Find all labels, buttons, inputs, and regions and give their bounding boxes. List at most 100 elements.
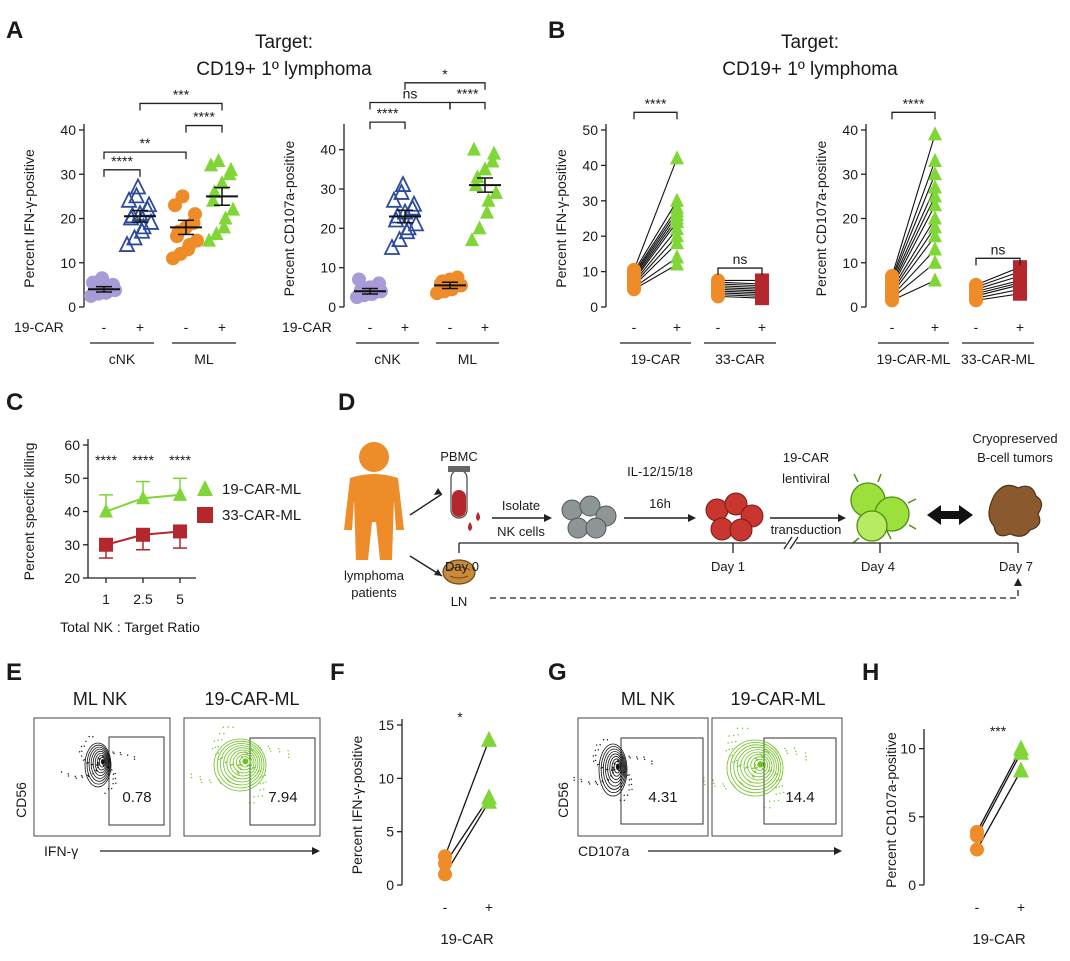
panel-b-title-line2: CD19+ 1º lymphoma xyxy=(722,59,898,80)
flow-event-dot xyxy=(278,751,281,753)
significance-bracket xyxy=(633,111,678,120)
flow-event-dot xyxy=(214,746,217,749)
flow-contour xyxy=(757,761,764,768)
pair-line xyxy=(717,295,763,299)
significance-bracket xyxy=(449,101,486,110)
car-nk-cells-icon xyxy=(850,473,917,544)
significance-bracket xyxy=(369,121,406,130)
flow-contour xyxy=(611,758,622,777)
y-tick-label: 30 xyxy=(582,193,598,209)
significance-label: ns xyxy=(991,241,1006,257)
data-point-33-CAR-minus xyxy=(711,273,725,288)
flow-contour xyxy=(88,746,110,782)
y-tick-label: 5 xyxy=(908,809,916,825)
pair-line xyxy=(975,288,1021,299)
flow-contour xyxy=(226,747,259,780)
flow-g-density-1 xyxy=(573,738,653,801)
pair-line xyxy=(891,262,936,299)
pair-line xyxy=(891,279,936,301)
data-point-19-CAR-ML-plus xyxy=(928,210,942,225)
timeline-break-mask xyxy=(786,538,796,548)
panel-letter-b: B xyxy=(548,17,565,44)
flow-event-dot xyxy=(257,795,259,798)
flow-contour xyxy=(740,749,775,784)
flow-event-dot xyxy=(259,783,261,785)
y-axis-label: Percent IFN-γ-positive xyxy=(553,149,569,288)
y-tick-label: 50 xyxy=(582,122,598,138)
flow-contour xyxy=(98,756,106,768)
data-point-19-CAR-plus xyxy=(670,235,684,250)
y-tick-label: 40 xyxy=(320,142,336,158)
flow-g-label-2: 19-CAR-ML xyxy=(730,689,825,709)
flow-event-dot xyxy=(651,763,653,765)
chart-f-ifn-gamma: 0 5 10 15 Percent IFN-γ-positive - +19-CAR * xyxy=(349,709,497,948)
significance-label: **** xyxy=(193,109,215,125)
day7-label: Day 7 xyxy=(999,559,1033,574)
data-point-ML-plus xyxy=(204,157,218,172)
tumors-label-line1: Cryopreserved xyxy=(972,431,1057,446)
flow-g-y-axis-label: CD56 xyxy=(555,782,571,818)
car-sign-label: + xyxy=(673,319,681,335)
flow-event-dot xyxy=(83,745,85,747)
flow-event-dot xyxy=(573,779,575,781)
flow-panel-g: ML NK 19-CAR-ML 4.31 14.4 CD56 CD107a xyxy=(555,689,843,859)
flow-event-dot xyxy=(262,782,264,784)
car-sign-label: + xyxy=(931,319,939,335)
significance-label: **** xyxy=(903,95,925,111)
flow-contour xyxy=(84,742,112,788)
flow-contour xyxy=(605,751,625,787)
flow-event-dot xyxy=(766,750,768,752)
flow-event-dot xyxy=(211,747,214,750)
flow-event-dot xyxy=(795,750,797,752)
flow-event-dot xyxy=(200,778,202,781)
significance-label: **** xyxy=(377,105,399,121)
flow-event-dot xyxy=(731,747,734,750)
y-tick-label: 20 xyxy=(320,220,336,236)
flow-event-dot xyxy=(723,785,726,788)
flow-event-dot xyxy=(775,793,777,795)
flow-event-dot xyxy=(626,794,629,796)
flow-contour xyxy=(613,761,621,774)
flow-event-dot xyxy=(213,740,216,742)
flow-event-dot xyxy=(278,748,280,750)
car-sign-label: + xyxy=(218,319,226,335)
y-tick-label: 10 xyxy=(320,260,336,276)
panel-letter-a: A xyxy=(6,17,23,44)
flow-event-dot xyxy=(87,774,89,777)
flow-event-dot xyxy=(263,788,265,790)
flow-event-dot xyxy=(628,779,631,781)
flow-contour xyxy=(213,738,267,792)
duration-label: 16h xyxy=(649,496,671,511)
y-axis-label: Percent CD107a-positive xyxy=(883,732,899,888)
y-tick-label: 0 xyxy=(68,299,76,315)
data-point-ML-plus xyxy=(202,232,216,247)
significance-label: * xyxy=(442,66,448,82)
significance-label: **** xyxy=(132,452,154,468)
flow-contour xyxy=(242,758,249,765)
flow-contour xyxy=(733,744,779,790)
flow-event-dot xyxy=(596,764,599,766)
flow-event-dot xyxy=(223,732,225,735)
data-point-ML-minus xyxy=(188,207,202,222)
y-tick-label: 10 xyxy=(378,770,394,786)
panel-letter-e: E xyxy=(6,659,22,686)
isolate-label-line1: Isolate xyxy=(502,498,540,513)
y-tick-label: 5 xyxy=(386,824,394,840)
timeline-break-2 xyxy=(789,536,799,550)
flow-event-dot xyxy=(112,783,114,785)
y-tick-label: 20 xyxy=(64,570,80,586)
flow-event-dot xyxy=(629,757,631,759)
arrow-head-transduction xyxy=(838,514,846,522)
significance-bracket xyxy=(404,82,486,90)
legend-marker-19-CAR-ML xyxy=(197,480,213,496)
flow-event-dot xyxy=(784,747,786,750)
pair-line xyxy=(717,288,763,292)
data-point-ML-plus xyxy=(209,225,224,240)
flow-event-dot xyxy=(237,764,240,766)
flow-event-dot xyxy=(744,767,747,769)
day4-label: Day 4 xyxy=(861,559,895,574)
flow-event-dot xyxy=(110,787,113,790)
car-sign-label: - xyxy=(974,319,979,335)
flow-event-dot xyxy=(728,748,730,751)
